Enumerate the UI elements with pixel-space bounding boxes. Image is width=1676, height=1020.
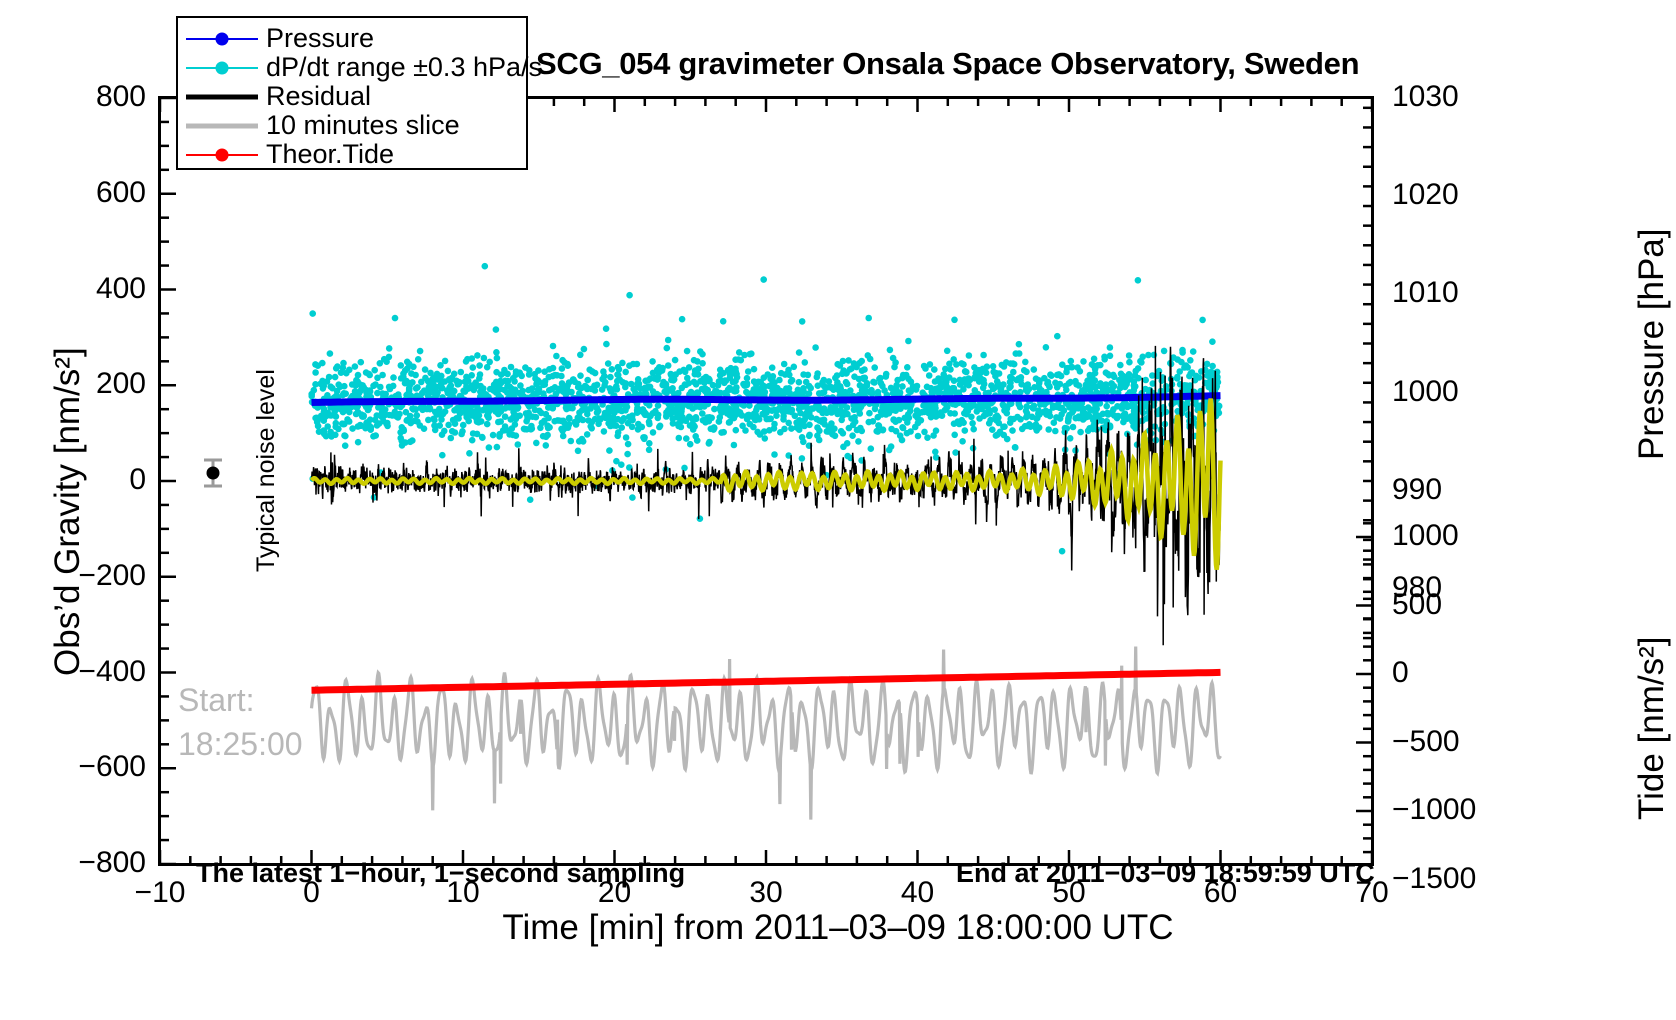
annotation-sampling-note: The latest 1−hour, 1−second sampling	[196, 858, 686, 888]
annotation-typical-noise-level: Typical noise level	[252, 369, 280, 572]
axis-tick-label: 400	[95, 271, 146, 305]
axis-tick-label: −400	[78, 654, 146, 688]
legend-item-label: dP/dt range ±0.3 hPa/s	[266, 52, 542, 82]
axis-tick-label: 600	[95, 175, 146, 209]
typical-noise-marker	[204, 458, 222, 488]
legend-item-label: Theor.Tide	[266, 139, 395, 169]
legend-item-label: 10 minutes slice	[266, 110, 460, 140]
legend-swatch-icon	[178, 111, 266, 140]
axis-tick-label: 50	[1052, 876, 1086, 909]
chart-legend: Pressure dP/dt range ±0.3 hPa/s Residual 10…	[176, 16, 542, 170]
legend-swatch-icon	[178, 82, 266, 111]
plot-area	[158, 96, 1374, 866]
annotation-start-time: Start: 18:25:00	[178, 678, 303, 766]
annotation-end-time: End at 2011−03−09 18:59:59 UTC	[956, 858, 1375, 888]
axis-tick-label: 1010	[1392, 276, 1459, 310]
axis-tick-label: 1020	[1392, 178, 1459, 212]
axis-tick-label: 1000	[1392, 519, 1459, 552]
legend-item-3: 10 minutes slice	[178, 110, 526, 140]
legend-item-label: Pressure	[266, 23, 375, 53]
axis-tick-label: −500	[1392, 724, 1460, 758]
axis-tick-label: 1000	[1392, 374, 1459, 408]
x-axis-title: Time [min] from 2011‒03‒09 18:00:00 UTC	[502, 908, 1174, 947]
axis-tick-label: 0	[303, 876, 320, 909]
start-label-line1: Start:	[178, 682, 255, 718]
legend-item-1: dP/dt range ±0.3 hPa/s	[178, 52, 542, 82]
legend-item-4: Theor.Tide	[178, 139, 526, 169]
axis-tick-label: 990	[1392, 472, 1443, 506]
axis-tick-label: 0	[1392, 656, 1409, 689]
axis-tick-label: 60	[1203, 876, 1238, 909]
axis-tick-label: 0	[129, 463, 146, 496]
axis-tick-label: −600	[78, 750, 146, 784]
axis-tick-label: −1000	[1392, 793, 1477, 826]
y-axis-title-tide: Tide [nm/s²]	[1632, 636, 1671, 820]
axis-tick-label: 70	[1355, 876, 1389, 909]
start-label-line2: 18:25:00	[178, 726, 303, 762]
legend-swatch-icon	[178, 24, 266, 53]
axis-tick-label: 10	[446, 876, 480, 909]
chart-title: SCG_054 gravimeter Onsala Space Observat…	[536, 46, 1360, 81]
axis-tick-label: 1030	[1392, 80, 1459, 113]
legend-item-label: Residual	[266, 81, 372, 111]
axis-tick-label: 500	[1392, 587, 1443, 621]
legend-swatch-icon	[178, 53, 266, 82]
axis-tick-label: 980	[1392, 571, 1443, 604]
axis-tick-label: 20	[597, 876, 632, 909]
axis-tick-label: −1500	[1392, 861, 1477, 895]
axis-tick-label: 200	[95, 367, 146, 401]
axis-tick-label: 30	[749, 876, 783, 909]
legend-item-2: Residual	[178, 81, 526, 111]
axis-tick-label: −10	[134, 876, 186, 909]
axis-tick-label: 40	[900, 876, 935, 909]
y-axis-title-pressure: Pressure [hPa]	[1632, 228, 1671, 461]
legend-swatch-icon	[178, 140, 266, 169]
legend-item-0: Pressure	[178, 23, 526, 53]
axis-tick-label: −800	[78, 846, 146, 879]
axis-tick-label: 800	[95, 80, 146, 113]
axis-tick-label: −200	[78, 558, 146, 592]
